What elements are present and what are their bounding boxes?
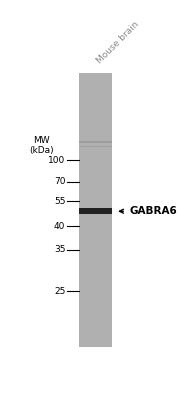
Text: Mouse brain: Mouse brain	[95, 19, 140, 65]
Bar	[79, 73, 112, 347]
Text: 55: 55	[54, 197, 65, 206]
Text: MW
(kDa): MW (kDa)	[29, 136, 53, 155]
Text: 25: 25	[54, 287, 65, 296]
Text: 100: 100	[48, 156, 65, 165]
Text: 70: 70	[54, 178, 65, 186]
Text: 35: 35	[54, 245, 65, 254]
Bar	[79, 146, 112, 148]
Text: 40: 40	[54, 222, 65, 230]
Bar	[79, 141, 112, 143]
Text: GABRA6: GABRA6	[129, 206, 177, 216]
Bar	[79, 208, 112, 214]
